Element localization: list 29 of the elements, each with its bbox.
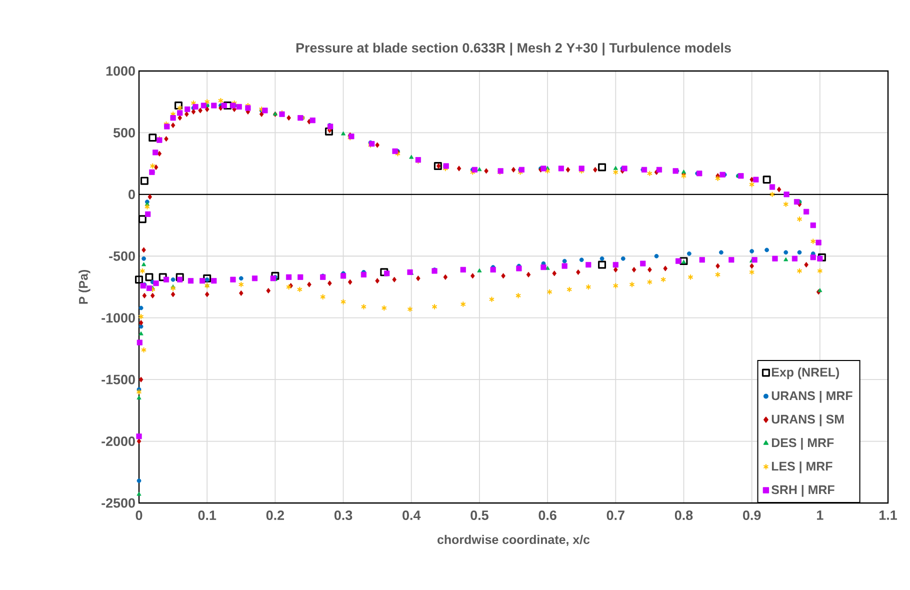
legend-label: URANS | MRF: [772, 390, 852, 403]
chart-title: Pressure at blade section 0.633R | Mesh 2 Y+30 | Turbulence models: [296, 42, 731, 56]
y-tick-label: -2500: [102, 498, 135, 508]
y-tick-label: -1000: [102, 313, 135, 323]
x-tick-label: 0.5: [470, 510, 488, 520]
legend-label: URANS | SM: [772, 414, 844, 426]
y-tick-label: 0: [128, 190, 135, 200]
legend-label: SRH | MRF: [772, 484, 834, 497]
legend-label: LES | MRF: [772, 461, 832, 474]
y-axis-title: P (Pa): [78, 270, 90, 304]
x-tick-label: 0: [136, 510, 142, 520]
x-tick-label: 1: [817, 510, 824, 520]
y-tick-label: -500: [109, 251, 135, 261]
legend-label: DES | MRF: [772, 438, 834, 450]
y-tick-label: -2000: [102, 436, 135, 446]
x-tick-label: 1.1: [880, 510, 897, 520]
x-tick-label: 0.1: [198, 510, 216, 520]
y-tick-label: 500: [113, 128, 135, 138]
y-tick-label: -1500: [102, 374, 135, 384]
y-tick-label: 1000: [106, 66, 135, 76]
legend-label: Exp (NREL): [772, 367, 840, 380]
x-tick-label: 0.3: [334, 510, 352, 520]
x-tick-label: 0.4: [402, 510, 421, 520]
x-tick-label: 0.8: [674, 510, 693, 520]
x-tick-label: 0.2: [266, 510, 284, 520]
x-tick-label: 0.7: [606, 510, 624, 520]
x-axis-title: chordwise coordinate, x/c: [438, 534, 590, 546]
x-tick-label: 0.6: [538, 510, 556, 520]
x-tick-label: 0.9: [743, 510, 761, 520]
